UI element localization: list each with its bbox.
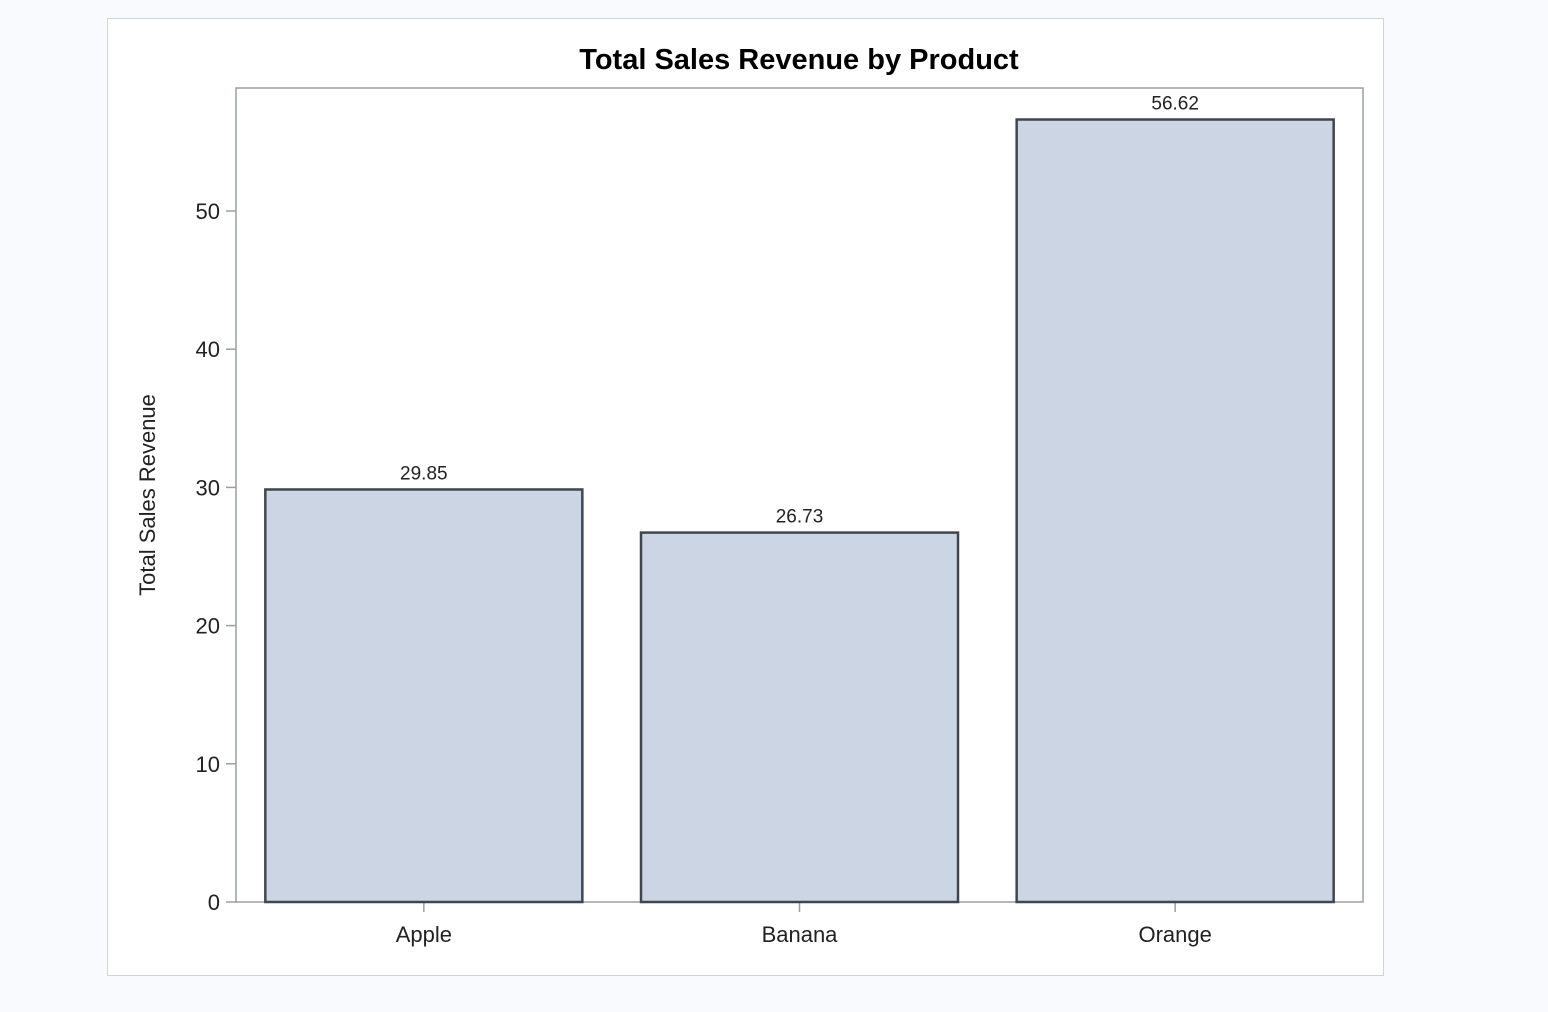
y-axis: 0 10 20 30 40 50 [196,199,236,915]
y-axis-title: Total Sales Revenue [135,394,160,596]
chart-frame: Total Sales Revenue by Product Total Sal… [107,18,1384,976]
y-tick-label: 20 [196,614,220,639]
bar-orange [1015,118,1335,904]
data-label-banana: 26.73 [776,507,824,528]
bars: 29.85 26.73 56.62 [264,94,1335,904]
x-tick-label-orange: Orange [1138,922,1211,947]
y-tick-label: 10 [196,752,220,777]
data-label-orange: 56.62 [1151,94,1199,115]
y-tick-label: 0 [208,890,220,915]
data-label-apple: 29.85 [400,463,448,484]
x-tick-label-banana: Banana [762,922,839,947]
x-tick-label-apple: Apple [396,922,452,947]
x-axis: Apple Banana Orange [396,902,1212,947]
y-tick-label: 50 [196,199,220,224]
y-tick-label: 30 [196,475,220,500]
bar-chart: Total Sales Revenue by Product Total Sal… [135,44,1364,947]
bar-banana [639,531,960,904]
chart-title: Total Sales Revenue by Product [579,44,1019,76]
bar-apple [264,488,584,904]
y-tick-label: 40 [196,337,220,362]
